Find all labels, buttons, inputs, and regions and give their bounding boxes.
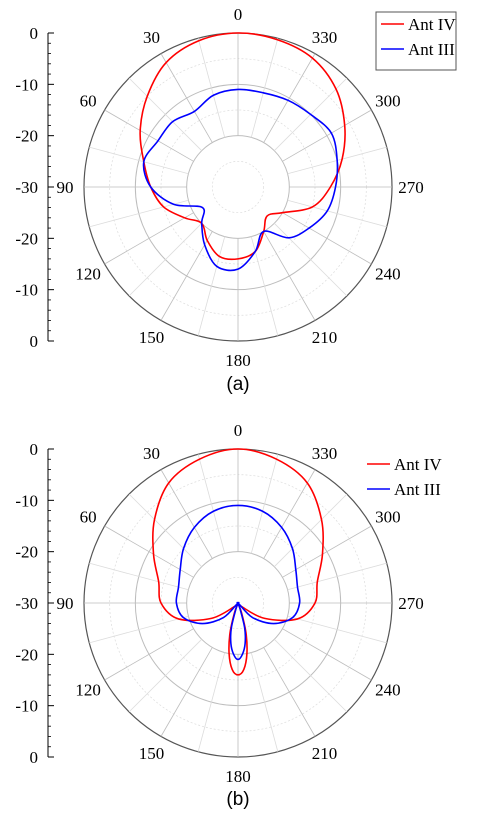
angle-tick-label: 300 <box>375 92 401 111</box>
series-line <box>142 88 339 272</box>
angle-tick-label: 90 <box>57 594 74 613</box>
angle-tick-label: 210 <box>312 328 338 347</box>
polar-grid-spoke <box>160 647 213 737</box>
angle-tick-label: 300 <box>375 508 401 527</box>
legend-entry-label: Ant III <box>408 40 455 59</box>
polar-grid-spoke <box>197 38 226 138</box>
legend: Ant IV Ant III <box>375 11 457 71</box>
angle-tick-label: 330 <box>312 444 338 463</box>
angle-tick-label: 330 <box>312 28 338 47</box>
polar-grid-spoke <box>160 53 213 143</box>
angle-tick-label: 270 <box>398 594 424 613</box>
angle-tick-label: 30 <box>143 444 160 463</box>
polar-grid-spoke <box>197 454 226 554</box>
polar-grid-spoke <box>128 493 202 567</box>
polar-grid-spoke <box>287 199 387 228</box>
angle-tick-label: 240 <box>375 265 401 284</box>
radial-axis-tick-label: -10 <box>15 281 38 300</box>
polar-grid-spoke <box>128 639 202 713</box>
polar-grid-spoke <box>104 525 194 578</box>
polar-grid-spoke <box>128 223 202 297</box>
legend-entry-label: Ant IV <box>394 455 442 474</box>
polar-grid-spoke <box>282 212 372 265</box>
polar-grid-spoke <box>274 639 348 713</box>
angle-tick-label: 60 <box>80 92 97 111</box>
series-line <box>175 504 301 661</box>
polar-grid-spoke <box>104 212 194 265</box>
radial-axis-tick-label: -20 <box>15 127 38 146</box>
angle-tick-label: 0 <box>234 5 243 24</box>
polar-grid-spoke <box>197 236 226 336</box>
radial-axis-tick-label: -20 <box>15 645 38 664</box>
polar-grid-spoke <box>263 647 316 737</box>
radial-axis-tick-label: -10 <box>15 75 38 94</box>
radial-axis-tick-label: -10 <box>15 491 38 510</box>
angle-tick-label: 120 <box>75 681 101 700</box>
polar-grid-spoke <box>160 469 213 559</box>
angle-tick-label: 150 <box>139 744 165 763</box>
angle-tick-label: 210 <box>312 744 338 763</box>
polar-grid-spoke <box>250 38 279 138</box>
polar-grid-spoke <box>197 652 226 752</box>
radial-axis-tick-label: -30 <box>15 594 38 613</box>
series-line <box>152 448 324 676</box>
angle-tick-label: 120 <box>75 265 101 284</box>
angle-tick-label: 30 <box>143 28 160 47</box>
radial-axis-tick-label: -10 <box>15 697 38 716</box>
polar-panel-1: 0 30 60 90 120 150 180 210 240 270 300 330 0 -10 -20 -3… <box>15 5 457 395</box>
legend-entry-label: Ant IV <box>408 15 456 34</box>
polar-grid-spoke <box>104 628 194 681</box>
radial-axis-tick-label: 0 <box>30 748 39 767</box>
polar-grid-spoke <box>250 454 279 554</box>
angle-tick-label: 60 <box>80 508 97 527</box>
legend: Ant IV Ant III <box>362 452 454 506</box>
polar-grid-spoke <box>89 562 189 591</box>
polar-grid-spoke <box>128 77 202 151</box>
radial-axis-tick-label: -20 <box>15 229 38 248</box>
polar-grid-ring <box>211 576 265 630</box>
radial-axis-tick-label: -20 <box>15 543 38 562</box>
polar-grid-spoke <box>263 231 316 321</box>
angle-tick-label: 0 <box>234 421 243 440</box>
series-line <box>139 32 346 261</box>
legend-box <box>375 11 457 71</box>
radial-axis-tick-label: 0 <box>30 24 39 43</box>
radial-axis-tick-label: 0 <box>30 332 39 351</box>
angle-tick-label: 240 <box>375 681 401 700</box>
polar-grid-ring <box>211 160 265 214</box>
polar-grid-spoke <box>274 223 348 297</box>
panel-label: (a) <box>226 374 249 395</box>
radial-axis-tick-label: -30 <box>15 178 38 197</box>
angle-tick-label: 90 <box>57 178 74 197</box>
polar-grid-spoke <box>282 109 372 162</box>
polar-grid-spoke <box>282 525 372 578</box>
panel-label: (b) <box>226 789 249 810</box>
polar-grid-spoke <box>250 236 279 336</box>
angle-tick-label: 150 <box>139 328 165 347</box>
polar-grid-spoke <box>282 628 372 681</box>
angle-tick-label: 180 <box>225 351 251 370</box>
polar-grid-spoke <box>160 231 213 321</box>
polar-panel-2: 0 30 60 90 120 150 180 210 240 270 300 330 0 -10 -20 -3… <box>15 421 454 810</box>
polar-grid-spoke <box>89 615 189 644</box>
polar-grid-spoke <box>287 615 387 644</box>
legend-entry-label: Ant III <box>394 480 441 499</box>
legend-box <box>362 452 454 506</box>
polar-grid-spoke <box>89 146 189 175</box>
polar-grid-spoke <box>263 53 316 143</box>
polar-grid-spoke <box>104 109 194 162</box>
polar-grid-spoke <box>89 199 189 228</box>
polar-grid-spoke <box>263 469 316 559</box>
angle-tick-label: 180 <box>225 767 251 786</box>
radial-axis-tick-label: 0 <box>30 440 39 459</box>
angle-tick-label: 270 <box>398 178 424 197</box>
polar-grid-spoke <box>250 652 279 752</box>
polar-grid-spoke <box>287 562 387 591</box>
polar-grid-spoke <box>274 493 348 567</box>
